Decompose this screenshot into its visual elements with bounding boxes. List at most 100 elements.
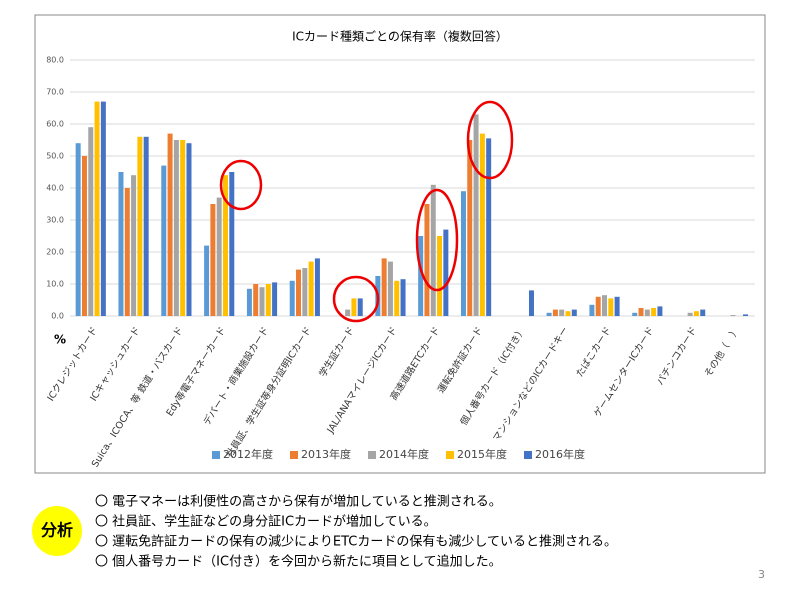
analysis-badge-bg bbox=[32, 506, 82, 556]
bar bbox=[693, 311, 699, 316]
y-tick-label: 20.0 bbox=[46, 248, 64, 257]
bar bbox=[143, 136, 149, 316]
bar bbox=[546, 312, 552, 316]
bar bbox=[430, 184, 436, 316]
bar bbox=[124, 188, 130, 316]
analysis-line: 〇 運転免許証カードの保有の減少によりETCカードの保有も減少していると推測され… bbox=[95, 534, 617, 550]
bar bbox=[229, 172, 235, 316]
analysis-line: 〇 個人番号カード（IC付き）を今回から新たに項目として追加した。 bbox=[95, 554, 502, 570]
legend-swatch bbox=[446, 451, 454, 459]
legend-label: 2015年度 bbox=[457, 447, 507, 461]
legend-swatch bbox=[212, 451, 220, 459]
bar bbox=[559, 309, 565, 316]
highlights bbox=[219, 100, 514, 323]
highlight-circle bbox=[219, 159, 263, 211]
bar bbox=[204, 245, 210, 316]
legend-swatch bbox=[368, 451, 376, 459]
legend-label: 2012年度 bbox=[223, 447, 273, 461]
bar bbox=[602, 295, 608, 316]
y-unit: % bbox=[54, 333, 66, 347]
bar bbox=[424, 204, 430, 316]
bar bbox=[387, 261, 393, 316]
analysis-lines: 〇 電子マネーは利便性の高さから保有が増加していると推測される。 〇 社員証、学… bbox=[95, 494, 617, 570]
bar bbox=[88, 127, 94, 316]
bar bbox=[75, 143, 81, 316]
bar bbox=[608, 298, 614, 316]
bar bbox=[302, 268, 308, 316]
y-tick-label: 60.0 bbox=[46, 120, 64, 129]
bar bbox=[528, 290, 534, 316]
bar bbox=[167, 133, 173, 316]
bar bbox=[552, 309, 558, 316]
y-tick-label: 10.0 bbox=[46, 280, 64, 289]
bar bbox=[180, 140, 186, 316]
bar bbox=[394, 280, 400, 316]
bar bbox=[118, 172, 124, 316]
bar bbox=[638, 308, 644, 316]
bar bbox=[657, 306, 663, 316]
bar bbox=[418, 236, 424, 316]
y-tick-label: 0.0 bbox=[51, 312, 64, 321]
chart-title: ICカード種類ごとの保有率（複数回答） bbox=[292, 29, 508, 44]
bar bbox=[186, 143, 192, 316]
bar bbox=[687, 312, 693, 316]
analysis-badge: 分析 bbox=[41, 521, 73, 540]
bar bbox=[467, 140, 473, 316]
bar bbox=[443, 229, 449, 316]
highlight-circle bbox=[332, 275, 380, 323]
bar bbox=[614, 296, 620, 316]
highlight-circle bbox=[466, 100, 514, 180]
legend-swatch bbox=[524, 451, 532, 459]
bar bbox=[651, 308, 657, 316]
bar bbox=[351, 298, 357, 316]
bar bbox=[730, 315, 736, 316]
legend-swatch bbox=[290, 451, 298, 459]
chart-frame bbox=[34, 14, 766, 474]
bar bbox=[131, 175, 137, 316]
bar bbox=[644, 309, 650, 316]
bar bbox=[479, 133, 485, 316]
bar bbox=[308, 261, 314, 316]
bar bbox=[381, 258, 387, 316]
bar bbox=[289, 280, 295, 316]
bar bbox=[246, 288, 252, 316]
legend-label: 2016年度 bbox=[535, 447, 585, 461]
bar bbox=[571, 309, 577, 316]
bar bbox=[486, 138, 492, 316]
bar bbox=[272, 282, 278, 316]
bar bbox=[437, 236, 443, 316]
bar bbox=[473, 114, 479, 317]
analysis-line: 〇 電子マネーは利便性の高さから保有が増加していると推測される。 bbox=[95, 494, 502, 510]
y-tick-label: 80.0 bbox=[46, 56, 64, 65]
bar bbox=[259, 287, 265, 316]
bar bbox=[595, 296, 601, 316]
y-tick-label: 40.0 bbox=[46, 184, 64, 193]
page-number: 3 bbox=[758, 568, 765, 581]
bar bbox=[589, 304, 595, 316]
bar bbox=[460, 191, 466, 316]
highlight-circle bbox=[415, 188, 459, 292]
bar bbox=[137, 136, 143, 316]
legend-label: 2013年度 bbox=[301, 447, 351, 461]
bar bbox=[210, 204, 216, 316]
bar bbox=[296, 269, 302, 316]
y-tick-label: 50.0 bbox=[46, 152, 64, 161]
bar bbox=[81, 156, 87, 316]
bar bbox=[400, 279, 406, 316]
y-tick-label: 70.0 bbox=[46, 88, 64, 97]
bar bbox=[173, 140, 179, 316]
bar bbox=[700, 309, 706, 316]
legend-label: 2014年度 bbox=[379, 447, 429, 461]
analysis-line: 〇 社員証、学生証などの身分証ICカードが増加している。 bbox=[95, 514, 437, 530]
bar bbox=[253, 284, 259, 316]
bar bbox=[265, 284, 271, 316]
bar bbox=[222, 175, 228, 316]
bar bbox=[94, 101, 100, 316]
bar bbox=[565, 311, 571, 316]
bar bbox=[345, 309, 351, 316]
bar bbox=[161, 165, 167, 316]
y-tick-label: 30.0 bbox=[46, 216, 64, 225]
bar bbox=[632, 312, 638, 316]
bar bbox=[100, 101, 106, 316]
